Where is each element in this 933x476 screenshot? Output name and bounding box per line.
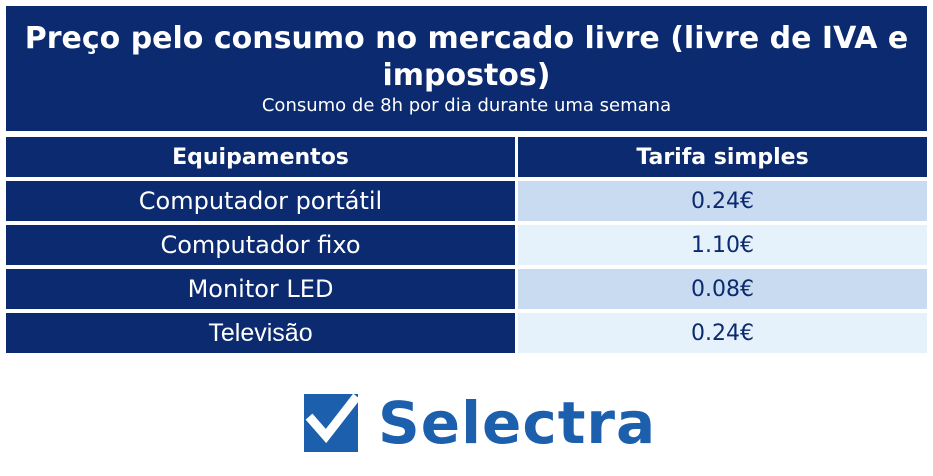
selectra-logo: Selectra (300, 388, 656, 458)
page-title: Preço pelo consumo no mercado livre (liv… (24, 21, 909, 93)
table-row: Computador fixo 1.10€ (6, 225, 927, 265)
table-row: Monitor LED 0.08€ (6, 269, 927, 309)
equipment-name: Televisão (6, 313, 515, 353)
equipment-price: 0.24€ (518, 313, 927, 353)
page-subtitle: Consumo de 8h por dia durante uma semana (261, 95, 672, 116)
equipment-price: 1.10€ (518, 225, 927, 265)
checkmark-shield-icon (304, 393, 361, 452)
equipment-name: Computador fixo (6, 225, 515, 265)
table-row: Computador portátil 0.24€ (6, 181, 927, 221)
table-column-headers: Equipamentos Tarifa simples (6, 137, 927, 177)
equipment-name: Computador portátil (6, 181, 515, 221)
column-header-equipment: Equipamentos (6, 137, 515, 177)
equipment-price: 0.08€ (518, 269, 927, 309)
table-row: Televisão 0.24€ (6, 313, 927, 353)
table-header-banner: Preço pelo consumo no mercado livre (liv… (6, 6, 927, 131)
logo-wordmark: Selectra (378, 389, 657, 457)
column-header-price: Tarifa simples (518, 137, 927, 177)
equipment-price: 0.24€ (518, 181, 927, 221)
equipment-name: Monitor LED (6, 269, 515, 309)
